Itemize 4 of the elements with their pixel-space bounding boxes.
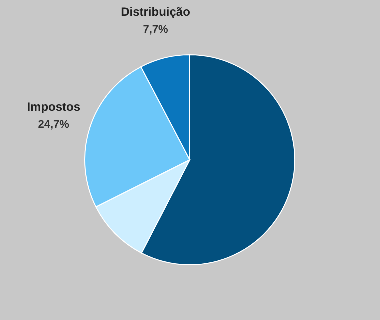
data-label: 7,7% bbox=[143, 24, 168, 36]
slice-label: Impostos bbox=[27, 100, 81, 114]
slice-label: Distribuição bbox=[121, 5, 190, 20]
data-label: 24,7% bbox=[38, 119, 70, 132]
